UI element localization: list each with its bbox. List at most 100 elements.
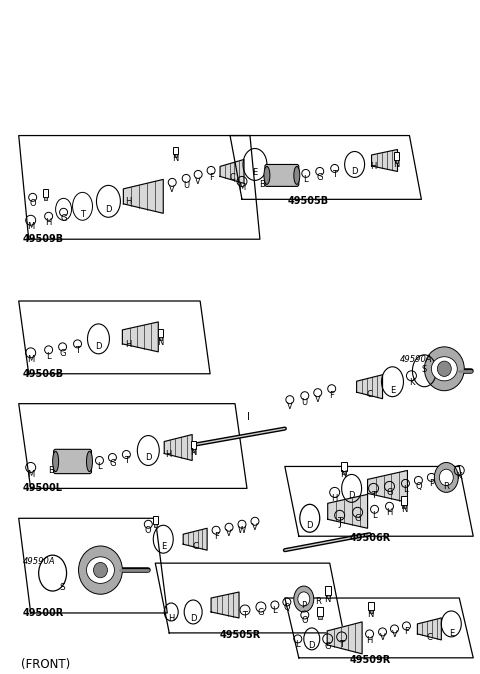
Polygon shape (122, 322, 158, 352)
Text: D: D (351, 167, 358, 177)
Text: H: H (371, 162, 377, 171)
Text: L: L (372, 512, 377, 520)
Text: N: N (367, 610, 374, 619)
Text: S: S (422, 365, 427, 374)
Bar (402, 505, 407, 508)
Bar (401, 496, 408, 505)
Bar (154, 524, 157, 527)
Text: T: T (339, 640, 344, 649)
Text: 49590A: 49590A (399, 355, 432, 364)
Text: H: H (366, 636, 373, 645)
Text: C: C (426, 633, 432, 642)
Bar (369, 611, 372, 613)
Text: G: G (316, 173, 323, 183)
Bar (43, 189, 48, 197)
Text: 49505R: 49505R (220, 630, 261, 640)
Bar (317, 607, 323, 617)
Text: P: P (429, 479, 434, 489)
Text: 49506B: 49506B (23, 369, 64, 379)
Bar (325, 586, 331, 594)
Ellipse shape (424, 347, 464, 391)
Bar (192, 448, 195, 452)
Text: D: D (95, 342, 102, 351)
Text: K: K (408, 377, 414, 387)
Text: R: R (315, 597, 321, 606)
Text: V: V (380, 633, 385, 642)
Text: T: T (242, 611, 248, 620)
Text: V: V (169, 185, 175, 194)
Text: M: M (239, 183, 246, 192)
Text: O: O (145, 526, 152, 535)
Text: F: F (214, 532, 218, 541)
Text: N: N (172, 154, 179, 164)
Text: M: M (27, 222, 34, 231)
Text: H: H (165, 450, 171, 460)
Text: H: H (46, 218, 52, 227)
Text: T: T (332, 171, 337, 179)
Ellipse shape (264, 166, 270, 185)
Text: O: O (301, 616, 308, 625)
Text: G: G (386, 489, 393, 497)
Text: H: H (125, 340, 132, 349)
Bar (318, 617, 322, 619)
Text: M: M (27, 355, 34, 364)
Bar (173, 146, 178, 154)
Bar (394, 152, 399, 160)
Polygon shape (368, 470, 408, 502)
Text: T: T (75, 346, 80, 355)
Text: F: F (404, 627, 409, 636)
Text: U: U (302, 398, 308, 406)
Text: E: E (449, 629, 454, 638)
Polygon shape (328, 494, 368, 528)
Ellipse shape (437, 361, 451, 377)
Text: G: G (354, 514, 361, 523)
Text: V: V (315, 395, 321, 404)
Text: D: D (190, 614, 196, 623)
Bar (326, 594, 330, 598)
Polygon shape (123, 179, 163, 213)
Text: E: E (390, 386, 395, 395)
Text: N: N (157, 338, 164, 347)
Text: G: G (324, 642, 331, 651)
Polygon shape (220, 160, 244, 183)
Text: I: I (247, 412, 250, 422)
Text: D: D (309, 641, 315, 650)
Text: G: G (60, 214, 67, 223)
FancyBboxPatch shape (265, 164, 299, 187)
Text: L: L (97, 462, 102, 471)
Text: H: H (332, 494, 338, 503)
Text: D: D (105, 206, 112, 214)
Text: F: F (329, 391, 334, 400)
Text: H: H (168, 614, 174, 623)
Text: G: G (258, 608, 264, 617)
Text: N: N (324, 595, 331, 604)
Text: L: L (296, 640, 300, 649)
Text: (FRONT): (FRONT) (21, 658, 70, 671)
Ellipse shape (79, 546, 122, 594)
Text: B: B (259, 181, 265, 189)
Polygon shape (372, 150, 397, 171)
Ellipse shape (86, 557, 114, 584)
Text: D: D (348, 491, 355, 500)
Polygon shape (357, 375, 383, 399)
Text: Q: Q (415, 483, 422, 491)
Text: V: V (226, 529, 232, 539)
Text: G: G (60, 349, 66, 358)
Text: T: T (80, 210, 85, 219)
Text: 49500R: 49500R (23, 608, 64, 618)
Text: P: P (301, 601, 306, 610)
Ellipse shape (86, 452, 93, 472)
Text: 49505B: 49505B (288, 196, 329, 206)
Ellipse shape (298, 592, 310, 606)
Text: N: N (393, 160, 400, 169)
Text: L: L (403, 485, 408, 494)
Text: N: N (340, 470, 347, 479)
Text: W: W (238, 526, 246, 535)
Bar (342, 471, 346, 474)
Ellipse shape (432, 357, 457, 381)
FancyBboxPatch shape (54, 450, 92, 474)
Text: B: B (48, 466, 54, 475)
Text: T: T (337, 517, 342, 526)
Text: L: L (46, 352, 51, 361)
Ellipse shape (294, 586, 314, 612)
